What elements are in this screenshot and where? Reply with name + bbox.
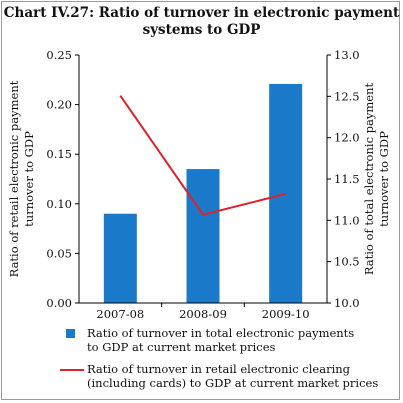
right-axis: 10.0 10.5 11.0 11.5 12.0 12.5 13.0 [326, 48, 360, 310]
right-axis-tick-label: 10.0 [334, 296, 360, 310]
legend-line-label-line-1: Ratio of turnover in retail electronic c… [87, 362, 351, 376]
right-axis-tick-label: 12.5 [334, 89, 360, 103]
axis-labels: Ratio of retail electronic payment turnov… [7, 80, 391, 277]
right-axis-tick-label: 12.0 [334, 131, 360, 145]
left-axis-title-line-1: Ratio of retail electronic payment [7, 80, 21, 277]
legend-line-label-line-2: (including cards) to GDP at current mark… [87, 376, 379, 390]
bar [269, 83, 303, 303]
chart-title-line-2: systems to GDP [142, 22, 261, 38]
left-axis-tick-label: 0.00 [46, 296, 72, 310]
bar-series [103, 83, 303, 303]
chart-title: Chart IV.27: Ratio of turnover in electr… [0, 5, 403, 39]
left-axis-tick-label: 0.25 [46, 48, 72, 62]
right-axis-title-line-1: Ratio of total electronic payment [362, 82, 376, 275]
right-axis-tick-label: 10.5 [334, 255, 360, 269]
right-axis-title-line-2: turnover to GDP [377, 131, 391, 227]
legend-bar-swatch [66, 329, 75, 338]
x-axis-tick-label: 2008-09 [179, 307, 227, 321]
left-axis-tick-label: 0.20 [46, 98, 72, 112]
legend-line-swatch [60, 369, 84, 371]
left-axis-tick-label: 0.05 [46, 246, 72, 260]
left-axis-tick-label: 0.15 [46, 147, 72, 161]
x-axis: 2007-08 2008-09 2009-10 [79, 302, 327, 321]
left-axis-title-line-2: turnover to GDP [22, 131, 36, 227]
left-axis: 0.00 0.05 0.10 0.15 0.20 0.25 [46, 48, 80, 310]
bar [103, 213, 137, 303]
right-axis-tick-label: 11.5 [334, 172, 360, 186]
x-axis-tick-label: 2009-10 [262, 307, 310, 321]
bar [186, 169, 220, 303]
legend-bar-label-line-1: Ratio of turnover in total electronic pa… [87, 326, 355, 340]
right-axis-tick-label: 11.0 [334, 213, 360, 227]
line-series [119, 95, 286, 216]
x-axis-tick-label: 2007-08 [96, 307, 144, 321]
left-axis-tick-label: 0.10 [46, 197, 72, 211]
legend-bar-label-line-2: to GDP at current market prices [87, 340, 276, 354]
chart-title-line-1: Chart IV.27: Ratio of turnover in electr… [3, 5, 400, 21]
right-axis-tick-label: 13.0 [334, 48, 360, 62]
